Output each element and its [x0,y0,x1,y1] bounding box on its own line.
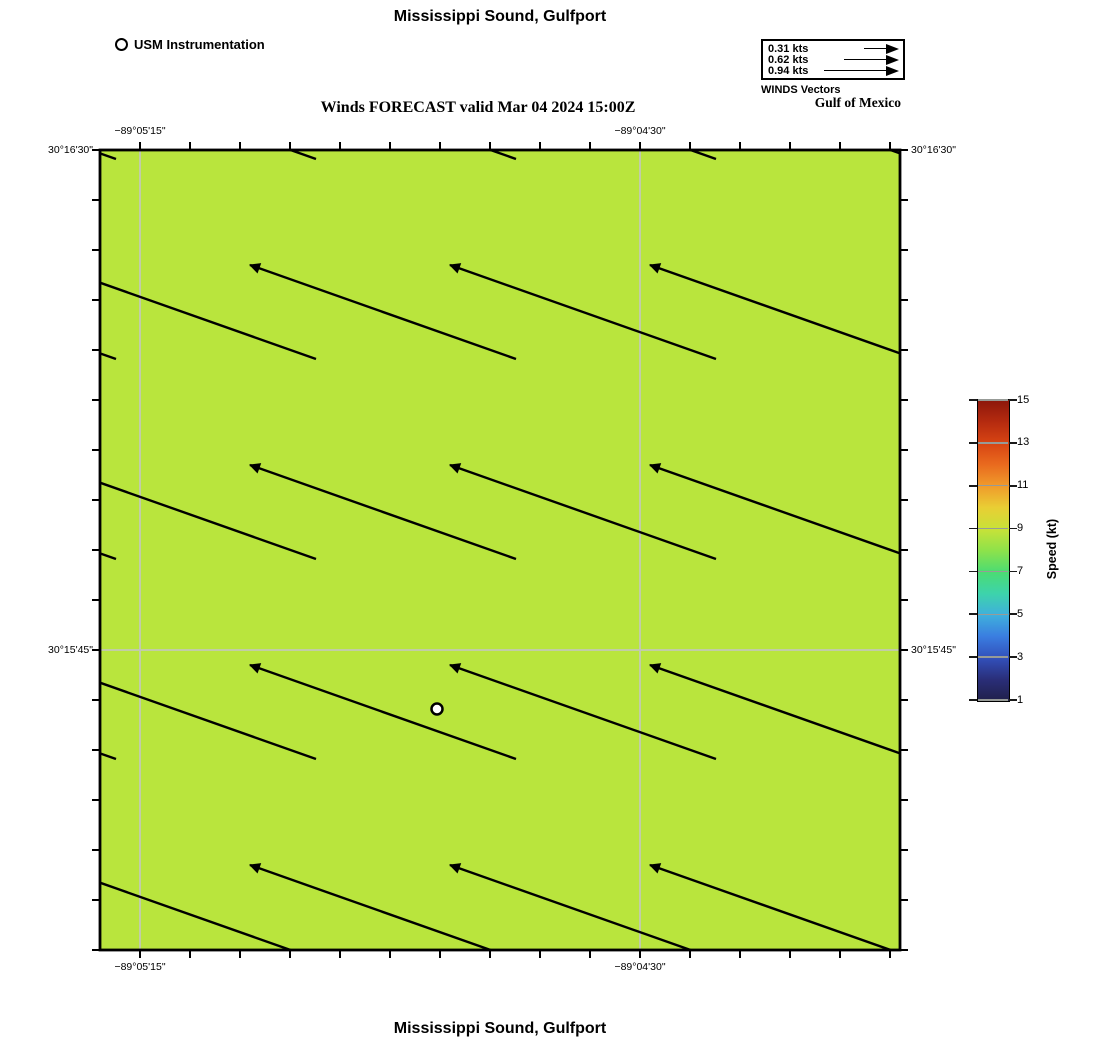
colorbar-tick-label: 15 [1017,393,1030,406]
x-tick-label-bottom: −89°05'15" [114,961,166,973]
station-marker-icon [115,38,128,51]
colorbar-tick-left [969,484,977,487]
reference-arrow-icon [824,65,899,76]
colorbar-tick-left [969,699,977,701]
colorbar-tick-label: 7 [1017,564,1024,577]
wind-arrow [448,863,695,950]
wind-vectors [100,150,900,950]
colorbar-tick-label: 1 [1017,693,1024,706]
colorbar-tick-left [969,441,977,444]
wind-arrow [648,463,900,555]
colorbar-tick-left [969,613,977,616]
vector-legend-label: 0.62 kts [768,53,809,66]
wind-arrow [448,463,717,561]
map-svg [92,142,908,958]
reference-arrow-head [886,54,899,65]
footer-title: Mississippi Sound, Gulfport [393,1020,607,1037]
colorbar-tick-right [1009,441,1017,444]
colorbar-division-line [978,613,1008,616]
y-tick-label-left: 30°16'30" [48,144,93,156]
wind-arrow [648,863,895,950]
wind-arrow [248,463,517,561]
colorbar-tick-right [1009,613,1017,616]
colorbar-tick-label: 9 [1017,522,1024,535]
reference-arrow-head [886,43,899,54]
x-tick-label-bottom: −89°04'30" [614,961,666,973]
wind-arrow [100,481,317,561]
reference-arrow-icon [864,43,899,54]
wind-field [100,150,900,950]
wind-arrow [648,263,900,355]
colorbar-division-line [978,484,1008,487]
colorbar-tick-label: 5 [1017,607,1024,620]
reference-arrow-shaft [844,58,891,61]
colorbar-tick-label: 3 [1017,650,1024,663]
reference-arrow-icon [844,54,899,65]
reference-arrow-shaft [864,47,891,50]
y-tick-label-left: 30°15'45" [48,644,93,656]
colorbar-tick-right [1009,399,1017,401]
colorbar-tick-label: 13 [1017,436,1030,449]
vector-legend-row: 0.62 kts [768,53,899,66]
vector-legend-box: 0.31 kts 0.62 kts 0.94 kts [761,39,905,80]
colorbar-axis-label: Speed (kt) [1045,518,1059,580]
wind-arrow [100,281,317,361]
wind-arrow [648,663,900,755]
region-label: Gulf of Mexico [814,95,901,110]
reference-arrow-head [886,65,899,76]
colorbar [976,398,1010,702]
wind-arrow [248,263,517,361]
colorbar-tick-left [969,399,977,401]
wind-arrow [448,663,717,761]
vector-legend-row: 0.94 kts [768,64,899,77]
colorbar-tick-left [969,656,977,659]
colorbar-tick-right [1009,570,1017,573]
wind-arrow [100,881,295,950]
station-marker [430,702,444,716]
colorbar-division-line [978,570,1008,573]
colorbar-tick-right [1009,484,1017,487]
colorbar-tick-left [969,527,977,530]
map-border [98,148,902,952]
wind-arrow [100,681,317,761]
colorbar-tick-label: 11 [1017,479,1029,492]
colorbar-tick-right [1009,656,1017,659]
colorbar-tick-left [969,570,977,573]
colorbar-division-line [978,399,1008,401]
vector-legend-row: 0.31 kts [768,42,899,55]
wind-arrow [448,263,717,361]
wind-arrow [248,663,517,761]
x-tick-label-top: −89°04'30" [614,125,666,137]
vector-legend-label: 0.31 kts [768,42,809,55]
y-tick-label-right: 30°16'30" [911,144,956,156]
forecast-subtitle: Winds FORECAST valid Mar 04 2024 15:00Z [320,99,636,116]
wind-arrow [248,863,495,950]
vector-legend-caption: WINDS Vectors [761,84,841,96]
colorbar-division-line [978,656,1008,658]
colorbar-tick-right [1009,527,1017,530]
x-tick-label-top: −89°05'15" [114,125,166,137]
page-title: Mississippi Sound, Gulfport [393,8,607,25]
colorbar-division-line [978,442,1008,444]
colorbar-tick-right [1009,699,1017,701]
colorbar-division-line [978,527,1008,530]
vector-legend-label: 0.94 kts [768,64,809,77]
y-tick-label-right: 30°15'45" [911,644,956,656]
colorbar-division-line [978,699,1008,701]
reference-arrow-shaft [824,69,891,72]
station-legend-label: USM Instrumentation [134,37,265,52]
